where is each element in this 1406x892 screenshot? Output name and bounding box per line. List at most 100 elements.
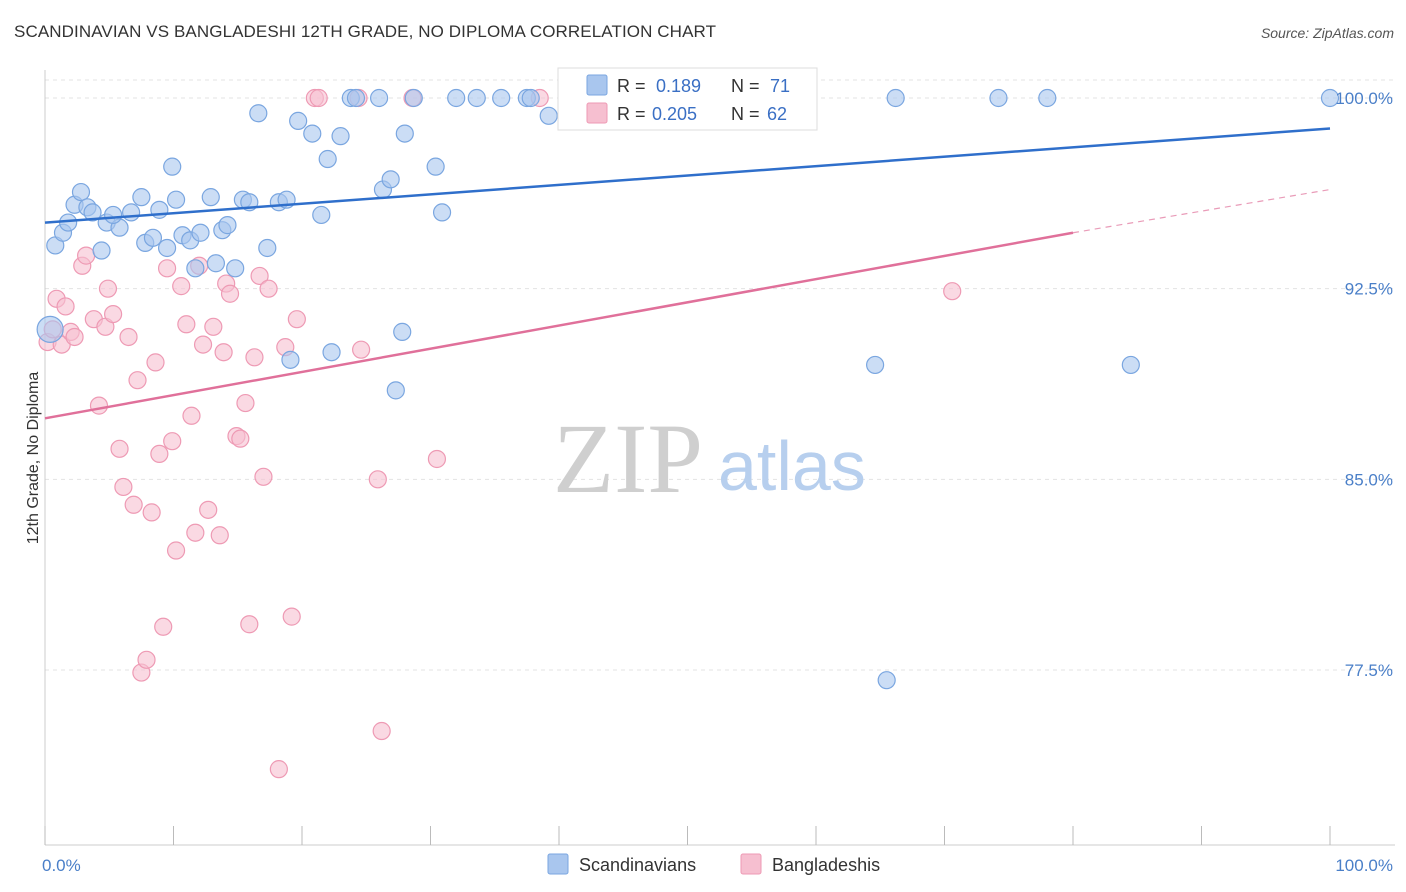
bangladeshi-point-18 (128, 371, 147, 390)
legend-swatch-pink (586, 102, 608, 124)
chart-title: SCANDINAVIAN VS BANGLADESHI 12TH GRADE, … (14, 22, 717, 41)
bangladeshi-point-33 (193, 335, 213, 354)
scandinavian-point-70 (1320, 88, 1340, 108)
y-tick-label-3: 100.0% (1335, 89, 1393, 108)
scandinavian-point-65 (877, 671, 896, 690)
bangladeshi-point-28 (172, 277, 191, 296)
scandinavian-point-44 (370, 88, 389, 108)
grid-lines (45, 79, 1395, 671)
legend-r-value-1: 0.189 (656, 76, 701, 96)
bangladeshi-point-10 (89, 396, 109, 415)
scandinavian-point-8 (92, 241, 111, 260)
bangladeshi-point-15 (114, 477, 133, 497)
bottom-legend-swatch-blue (547, 853, 569, 875)
bangladeshi-point-41 (231, 429, 250, 448)
scandinavian-point-17 (157, 238, 177, 258)
legend-n-value-1: 71 (770, 76, 790, 96)
bangladeshi-point-23 (150, 444, 169, 464)
scandinavian-point-40 (322, 343, 341, 362)
scandinavian-point-37 (303, 124, 322, 143)
bangladeshi-point-46 (254, 467, 273, 486)
scandinavian-point-38 (312, 205, 331, 225)
bangladeshi-point-8 (77, 246, 96, 265)
scandinavian-point-27 (218, 216, 237, 235)
axes (44, 70, 1395, 846)
source-label: Source: ZipAtlas.com (1260, 25, 1394, 41)
scandinavians-points (36, 88, 1340, 690)
trend-lines (44, 127, 1331, 420)
bangladeshi-point-29 (177, 315, 196, 334)
bangladeshi-point-51 (287, 310, 306, 329)
y-tick-label-1: 85.0% (1345, 470, 1393, 489)
bangladeshi-point-59 (427, 449, 447, 469)
y-tick-label-2: 92.5% (1345, 280, 1393, 299)
scandinavian-point-36 (289, 111, 308, 130)
scandinavian-point-5 (71, 182, 91, 202)
scandinavian-point-64 (866, 355, 885, 375)
scandinavian-point-11 (104, 205, 123, 225)
bangladeshi-point-44 (245, 348, 264, 367)
bangladeshi-point-34 (199, 500, 218, 519)
bangladeshi-point-27 (166, 541, 186, 560)
bangladeshi-point-13 (104, 304, 123, 324)
bangladeshi-point-22 (146, 353, 165, 372)
bangladeshis-trend-line (44, 231, 1074, 420)
scandinavian-point-25 (206, 254, 226, 273)
legend-r-label-2: R = (617, 104, 646, 124)
scandinavian-point-32 (258, 238, 277, 258)
scandinavian-point-3 (59, 213, 78, 232)
bangladeshi-point-47 (259, 279, 278, 298)
scandinavian-point-48 (393, 322, 412, 341)
tick-labels: 77.5% 85.0% 92.5% 100.0% 0.0% 100.0% (42, 89, 1393, 875)
bangladeshi-point-17 (124, 495, 143, 514)
scandinavian-point-22 (186, 259, 205, 278)
bangladeshi-point-36 (210, 526, 229, 545)
scandinavian-point-52 (432, 203, 452, 222)
bangladeshi-point-31 (186, 523, 205, 542)
stats-legend: R = 0.189 N = 71 R = 0.205 N = 62 (557, 67, 818, 131)
bangladeshi-point-61 (943, 282, 962, 301)
bangladeshi-point-37 (214, 343, 233, 362)
bangladeshis-trend-extension (1072, 188, 1331, 234)
scandinavian-point-49 (395, 124, 414, 143)
bangladeshi-point-42 (236, 393, 255, 413)
bangladeshi-point-14 (110, 439, 129, 458)
bottom-legend-bangladeshis: Bangladeshis (772, 855, 880, 875)
watermark-atlas: atlas (718, 427, 866, 505)
scandinavian-point-7 (83, 203, 102, 222)
scandinavian-point-24 (201, 188, 220, 207)
bangladeshi-point-21 (142, 503, 161, 522)
legend-n-label-1: N = (731, 76, 760, 96)
scandinavian-point-50 (404, 88, 423, 108)
scandinavian-point-58 (539, 106, 558, 125)
scandinavian-point-68 (1038, 88, 1057, 108)
bangladeshi-point-16 (119, 327, 138, 347)
scandinavian-point-23 (191, 223, 210, 242)
bangladeshi-point-30 (182, 406, 201, 425)
scandinavian-point-53 (447, 88, 466, 108)
x-tick-label-left: 0.0% (42, 856, 81, 875)
scandinavian-point-12 (121, 203, 141, 222)
scandinavian-point-15 (143, 228, 163, 247)
scandinavian-point-57 (521, 88, 540, 108)
bangladeshi-point-56 (368, 470, 387, 489)
scandinavian-point-18 (163, 157, 182, 176)
scandinavian-point-31 (249, 104, 268, 123)
bangladeshi-point-57 (372, 721, 391, 741)
bangladeshi-point-4 (56, 297, 75, 316)
series-legend: Scandinavians Bangladeshis (547, 853, 880, 875)
bangladeshi-point-24 (154, 617, 173, 636)
scandinavian-point-47 (386, 381, 405, 400)
legend-swatch-blue (586, 74, 608, 96)
scandinavian-point-51 (426, 157, 445, 176)
x-tick-label-right: 100.0% (1335, 856, 1393, 875)
bangladeshi-point-12 (98, 279, 118, 298)
scandinavians-trend-line (44, 127, 1331, 224)
scandinavian-point-28 (226, 259, 245, 278)
legend-n-value-2: 62 (767, 104, 787, 124)
bangladeshi-point-43 (240, 615, 259, 634)
bottom-legend-scandinavians: Scandinavians (579, 855, 696, 875)
scandinavian-point-39 (318, 149, 337, 169)
bangladeshi-point-25 (157, 259, 177, 278)
